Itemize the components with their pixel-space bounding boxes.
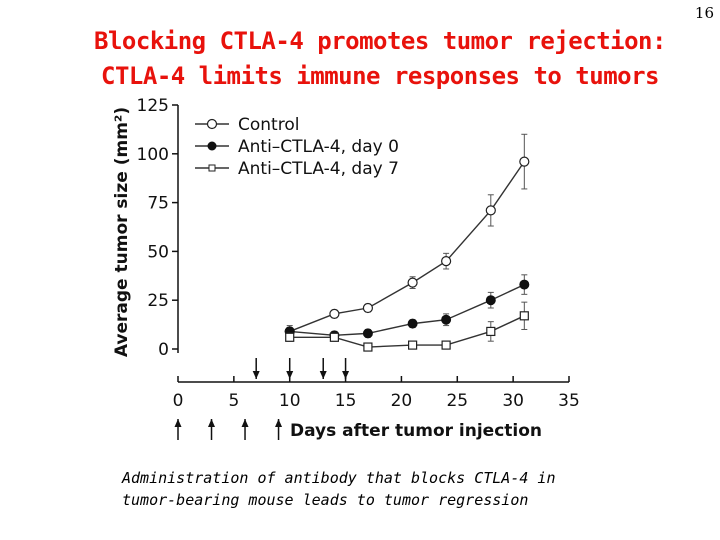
y-tick-label: 100 — [137, 145, 169, 165]
data-point-anti-ctla4-day7 — [408, 340, 418, 350]
data-point-control — [485, 205, 496, 216]
day0-injection-arrow-head — [275, 419, 283, 427]
y-tick-label: 125 — [137, 96, 169, 116]
caption-line-2: tumor-bearing mouse leads to tumor regre… — [122, 491, 529, 509]
y-tick-label: 25 — [147, 291, 169, 311]
data-point-control — [362, 302, 374, 314]
caption: Administration of antibody that blocks C… — [122, 467, 642, 511]
data-point-control — [407, 277, 418, 288]
data-point-anti-ctla4-day7 — [519, 311, 529, 321]
day7-injection-arrow-head — [342, 371, 350, 379]
data-point-anti-ctla4-day0 — [485, 295, 496, 306]
legend-marker-anti-ctla4-day7 — [208, 164, 216, 172]
legend-marker-control — [206, 118, 218, 130]
data-point-anti-ctla4-day7 — [329, 332, 339, 342]
slide-number: 16 — [694, 4, 714, 22]
y-tick-label: 50 — [147, 242, 169, 262]
x-tick-label: 10 — [279, 391, 301, 411]
day0-injection-arrow-head — [208, 419, 216, 427]
title-line-1: Blocking CTLA-4 promotes tumor rejection… — [94, 27, 666, 55]
day0-injection-arrow-head — [241, 419, 249, 427]
x-tick-label: 0 — [173, 391, 184, 411]
series-line — [289, 161, 525, 333]
legend-label: Anti–CTLA-4, day 7 — [238, 159, 399, 179]
title-line-2: CTLA-4 limits immune responses to tumors — [101, 62, 659, 90]
x-tick-label: 20 — [391, 391, 413, 411]
data-point-anti-ctla4-day0 — [362, 328, 373, 339]
legend-label: Control — [238, 115, 299, 135]
data-point-anti-ctla4-day7 — [441, 340, 451, 350]
day0-injection-arrow-head — [174, 419, 182, 427]
legend-label: Anti–CTLA-4, day 0 — [238, 137, 399, 157]
caption-line-1: Administration of antibody that blocks C… — [122, 469, 556, 487]
y-axis-label: Average tumor size (mm²) — [112, 107, 132, 357]
day7-injection-arrow-head — [252, 371, 260, 379]
y-tick-label: 75 — [147, 194, 169, 214]
y-tick-label: 0 — [158, 340, 169, 360]
legend-marker-anti-ctla4-day0 — [207, 141, 217, 151]
x-tick-label: 15 — [335, 391, 357, 411]
day7-injection-arrow-head — [286, 371, 294, 379]
data-point-anti-ctla4-day0 — [519, 279, 530, 290]
data-point-anti-ctla4-day7 — [363, 342, 373, 352]
data-point-control — [519, 156, 530, 167]
x-tick-label: 5 — [228, 391, 239, 411]
data-point-anti-ctla4-day7 — [486, 326, 496, 337]
slide-title: Blocking CTLA-4 promotes tumor rejection… — [0, 24, 720, 94]
x-axis-label: Days after tumor injection — [290, 421, 542, 441]
x-tick-label: 30 — [502, 391, 524, 411]
x-tick-label: 35 — [558, 391, 580, 411]
data-point-control — [329, 308, 340, 319]
data-point-control — [441, 256, 452, 267]
data-point-anti-ctla4-day0 — [441, 314, 452, 325]
x-tick-label: 25 — [446, 391, 468, 411]
day7-injection-arrow-head — [319, 371, 327, 379]
data-point-anti-ctla4-day0 — [407, 318, 418, 329]
data-point-anti-ctla4-day7 — [285, 332, 295, 342]
